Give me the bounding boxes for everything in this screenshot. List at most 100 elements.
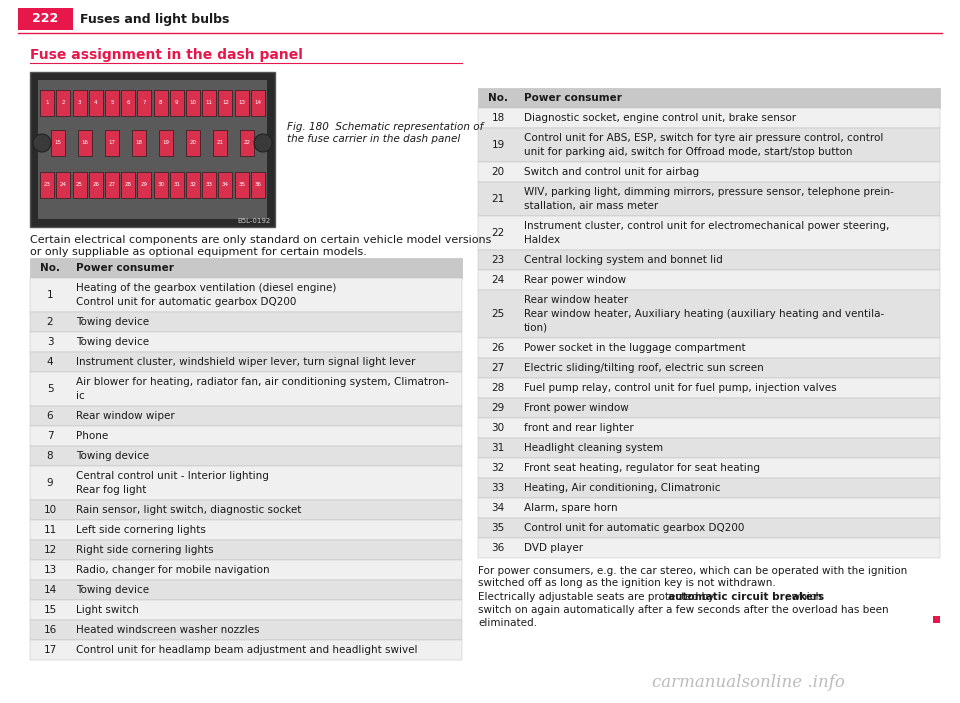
Text: Towing device: Towing device <box>76 451 149 461</box>
Bar <box>478 378 940 398</box>
Bar <box>251 172 265 198</box>
Text: 16: 16 <box>82 141 88 146</box>
Bar <box>170 172 183 198</box>
Bar <box>30 446 462 466</box>
Text: 15: 15 <box>55 141 61 146</box>
Bar <box>73 172 86 198</box>
Bar <box>478 438 940 458</box>
Bar <box>234 172 249 198</box>
Bar <box>478 458 940 478</box>
Text: 11: 11 <box>205 101 213 105</box>
Bar <box>18 8 73 30</box>
Text: Rain sensor, light switch, diagnostic socket: Rain sensor, light switch, diagnostic so… <box>76 505 301 515</box>
Bar <box>38 80 267 219</box>
Bar <box>30 278 462 312</box>
Bar <box>478 418 940 438</box>
Text: 34: 34 <box>222 183 228 188</box>
Bar <box>234 90 249 116</box>
Bar <box>30 426 462 446</box>
Bar <box>478 250 940 270</box>
Text: Fuel pump relay, control unit for fuel pump, injection valves: Fuel pump relay, control unit for fuel p… <box>524 383 836 393</box>
Text: Rear fog light: Rear fog light <box>76 485 146 495</box>
Bar <box>137 90 152 116</box>
Text: 19: 19 <box>492 140 505 150</box>
Text: For power consumers, e.g. the car stereo, which can be operated with the ignitio: For power consumers, e.g. the car stereo… <box>478 566 907 588</box>
Bar <box>30 540 462 560</box>
Text: 24: 24 <box>492 275 505 285</box>
Bar <box>478 290 940 338</box>
Bar <box>240 130 254 156</box>
Bar <box>478 338 940 358</box>
Text: stallation, air mass meter: stallation, air mass meter <box>524 201 659 211</box>
Bar <box>105 130 119 156</box>
Text: 33: 33 <box>205 183 213 188</box>
Text: Headlight cleaning system: Headlight cleaning system <box>524 443 663 453</box>
Text: ic: ic <box>76 391 84 401</box>
Text: Heated windscreen washer nozzles: Heated windscreen washer nozzles <box>76 625 259 635</box>
Text: Electrically adjustable seats are protected by: Electrically adjustable seats are protec… <box>478 592 717 602</box>
Text: 17: 17 <box>108 141 115 146</box>
Text: , which: , which <box>785 592 823 602</box>
Text: 32: 32 <box>492 463 505 473</box>
Bar <box>478 182 940 216</box>
Bar <box>30 500 462 520</box>
Text: 6: 6 <box>47 411 54 421</box>
Text: 12: 12 <box>222 101 228 105</box>
Text: 30: 30 <box>492 423 505 433</box>
Text: Alarm, spare horn: Alarm, spare horn <box>524 503 617 513</box>
Bar <box>121 90 135 116</box>
Text: Power consumer: Power consumer <box>76 263 174 273</box>
Text: 20: 20 <box>189 141 197 146</box>
Bar <box>40 172 54 198</box>
Text: 14: 14 <box>254 101 261 105</box>
Bar <box>30 406 462 426</box>
Text: 3: 3 <box>47 337 54 347</box>
Bar <box>121 172 135 198</box>
Text: 15: 15 <box>43 605 57 615</box>
Bar <box>30 580 462 600</box>
Bar <box>251 90 265 116</box>
Text: 8: 8 <box>47 451 54 461</box>
Circle shape <box>254 134 272 152</box>
Bar <box>105 90 119 116</box>
Text: carmanualsonline .info: carmanualsonline .info <box>653 674 845 691</box>
Text: Instrument cluster, windshield wiper lever, turn signal light lever: Instrument cluster, windshield wiper lev… <box>76 357 416 367</box>
Bar <box>51 130 65 156</box>
Text: Switch and control unit for airbag: Switch and control unit for airbag <box>524 167 699 177</box>
Bar <box>154 172 168 198</box>
Bar <box>40 90 54 116</box>
Text: switch on again automatically after a few seconds after the overload has been: switch on again automatically after a fe… <box>478 605 889 615</box>
Text: Phone: Phone <box>76 431 108 441</box>
Text: automatic circuit breakers: automatic circuit breakers <box>668 592 825 602</box>
Text: 23: 23 <box>492 255 505 265</box>
Bar <box>73 90 86 116</box>
Text: 24: 24 <box>60 183 67 188</box>
Text: 7: 7 <box>47 431 54 441</box>
Text: 2: 2 <box>47 317 54 327</box>
Text: 36: 36 <box>492 543 505 553</box>
Bar <box>218 90 232 116</box>
Bar <box>105 172 119 198</box>
Bar <box>478 398 940 418</box>
Text: 4: 4 <box>94 101 98 105</box>
Text: 19: 19 <box>162 141 170 146</box>
Text: 26: 26 <box>92 183 99 188</box>
Text: Heating, Air conditioning, Climatronic: Heating, Air conditioning, Climatronic <box>524 483 721 493</box>
Bar <box>186 172 200 198</box>
Bar <box>88 172 103 198</box>
Text: 10: 10 <box>189 101 197 105</box>
Text: Certain electrical components are only standard on certain vehicle model version: Certain electrical components are only s… <box>30 235 492 257</box>
Text: 27: 27 <box>108 183 115 188</box>
Text: 9: 9 <box>47 478 54 488</box>
Text: 21: 21 <box>492 194 505 204</box>
Bar <box>30 640 462 660</box>
Text: 21: 21 <box>217 141 224 146</box>
Text: 5: 5 <box>47 384 54 394</box>
Text: Left side cornering lights: Left side cornering lights <box>76 525 205 535</box>
Text: Radio, changer for mobile navigation: Radio, changer for mobile navigation <box>76 565 270 575</box>
Bar <box>30 352 462 372</box>
Text: 26: 26 <box>492 343 505 353</box>
Text: 18: 18 <box>492 113 505 123</box>
Text: 28: 28 <box>125 183 132 188</box>
Text: 5: 5 <box>110 101 113 105</box>
